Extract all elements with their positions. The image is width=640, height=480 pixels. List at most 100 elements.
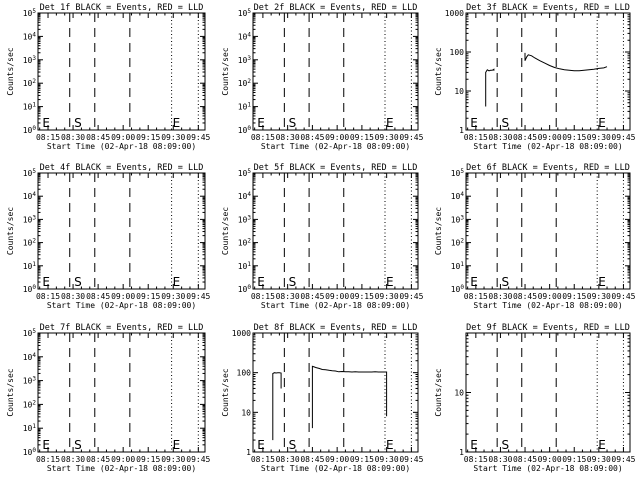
y-tick-label: 105 [23,328,37,338]
y-axis-label: Counts/sec [434,47,443,95]
y-tick-label: 102 [23,238,37,248]
panel-det-6: Det 6f BLACK = Events, RED = LLD 100 101 10… [434,163,636,310]
y-tick-label: 103 [238,214,252,224]
x-tick-label: 08:45 [300,455,324,464]
event-marker-e: E [257,116,265,130]
event-marker-e: E [173,275,181,289]
y-tick-label: 104 [238,31,252,41]
x-tick-label: 09:45 [186,455,210,464]
y-tick-label: 100 [238,284,252,294]
panel-det-2: Det 2f BLACK = Events, RED = LLD 100 101 10… [221,3,424,151]
x-tick-label: 09:00 [538,292,562,301]
y-tick-label: 101 [23,261,37,271]
x-tick-label: 08:15 [36,292,60,301]
event-marker-s: S [74,116,82,130]
y-axis-label: Counts/sec [6,368,15,416]
x-tick-label: 08:30 [276,133,300,142]
x-tick-label: 08:45 [86,455,110,464]
x-tick-label: 09:15 [562,292,586,301]
y-tick-label: 100 [451,284,465,294]
y-tick-label: 100 [23,447,37,457]
x-tick-label: 08:15 [464,133,488,142]
y-tick-label: 103 [451,214,465,224]
y-tick-label: 102 [23,78,37,88]
y-tick-label: 104 [238,191,252,201]
x-axis-label: Start Time (02-Apr-18 08:09:00) [473,301,622,310]
x-tick-label: 08:30 [61,133,85,142]
x-tick-label: 08:45 [300,292,324,301]
x-tick-label: 09:00 [325,133,349,142]
events-series-line [485,68,495,107]
x-tick-label: 09:15 [562,455,586,464]
x-tick-label: 08:30 [61,292,85,301]
panel-title: Det 4f BLACK = Events, RED = LLD [40,163,204,173]
x-axis-label: Start Time (02-Apr-18 08:09:00) [261,142,410,151]
panel-det-4: Det 4f BLACK = Events, RED = LLD 100 101 10… [6,163,211,310]
y-tick-label: 100 [23,284,37,294]
y-tick-label: 103 [23,214,37,224]
y-tick-label: 103 [23,55,37,65]
x-tick-label: 09:45 [399,292,423,301]
y-tick-label: 104 [23,191,37,201]
panel-title: Det 6f BLACK = Events, RED = LLD [466,163,630,173]
x-tick-label: 08:45 [513,455,537,464]
event-marker-e: E [470,438,478,452]
panel-title: Det 5f BLACK = Events, RED = LLD [254,163,418,173]
x-tick-label: 09:30 [587,292,611,301]
panel-title: Det 8f BLACK = Events, RED = LLD [254,323,418,333]
x-tick-label: 08:30 [488,455,512,464]
x-tick-label: 08:30 [488,133,512,142]
y-tick-label: 103 [238,55,252,65]
y-axis-label: Counts/sec [434,207,443,255]
x-tick-label: 08:15 [251,292,275,301]
x-tick-label: 08:45 [300,133,324,142]
plot-frame [465,172,631,290]
panel-det-7: Det 7f BLACK = Events, RED = LLD 100 101 10… [6,323,211,473]
event-marker-s: S [289,275,297,289]
x-tick-label: 08:15 [251,455,275,464]
y-tick-label: 100 [238,125,252,135]
x-tick-label: 09:30 [587,133,611,142]
x-tick-label: 09:15 [136,133,160,142]
plot-frame [465,12,631,131]
plot-frame [465,332,631,453]
event-marker-s: S [74,275,82,289]
x-tick-label: 09:30 [375,292,399,301]
y-tick-label: 1 [459,448,464,457]
y-tick-label: 104 [23,352,37,362]
y-tick-label: 102 [451,238,465,248]
panel-title: Det 7f BLACK = Events, RED = LLD [40,323,204,333]
x-tick-label: 08:15 [251,133,275,142]
plot-frame [37,332,206,453]
y-axis-label: Counts/sec [6,47,15,95]
x-axis-label: Start Time (02-Apr-18 08:09:00) [473,464,622,473]
events-series-line [524,52,608,72]
y-axis-label: Counts/sec [6,207,15,255]
x-tick-label: 09:00 [538,455,562,464]
x-tick-label: 08:45 [513,133,537,142]
x-tick-label: 09:45 [399,455,423,464]
y-tick-label: 100 [23,125,37,135]
y-tick-label: 101 [23,423,37,433]
x-tick-label: 09:00 [111,455,135,464]
x-axis-label: Start Time (02-Apr-18 08:09:00) [47,142,196,151]
y-tick-label: 101 [451,261,465,271]
event-marker-e: E [470,116,478,130]
events-series-line [311,365,388,429]
x-tick-label: 09:15 [136,292,160,301]
x-tick-label: 09:45 [186,292,210,301]
x-tick-label: 09:45 [611,133,635,142]
y-tick-label: 1 [246,448,251,457]
y-tick-label: 102 [23,399,37,409]
panel-title: Det 9f BLACK = Events, RED = LLD [466,323,630,333]
x-axis-label: Start Time (02-Apr-18 08:09:00) [261,301,410,310]
event-marker-s: S [501,275,509,289]
x-tick-label: 09:00 [325,455,349,464]
x-tick-label: 09:00 [325,292,349,301]
y-axis-label: Counts/sec [221,47,230,95]
y-tick-label: 105 [23,8,37,18]
y-tick-label: 105 [238,8,252,18]
x-axis-label: Start Time (02-Apr-18 08:09:00) [47,301,196,310]
x-tick-label: 08:30 [276,292,300,301]
